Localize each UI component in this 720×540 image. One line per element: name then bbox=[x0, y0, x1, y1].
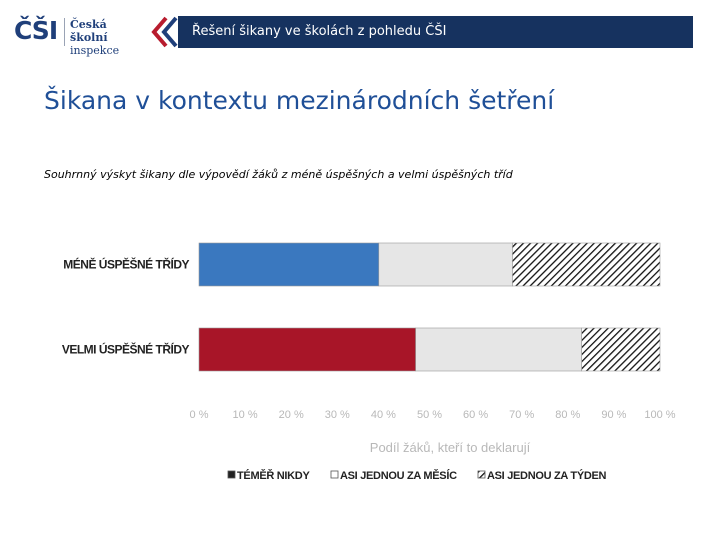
legend-label: ASI JEDNOU ZA MĚSÍC bbox=[340, 469, 457, 482]
category-labels: MÉNĚ ÚSPĚŠNÉ TŘÍDY VELMI ÚSPĚŠNÉ TŘÍDY bbox=[62, 257, 190, 357]
x-tick-label: 80 % bbox=[555, 409, 580, 421]
csi-logo: ČŠI bbox=[14, 16, 58, 45]
organization-name-line2: inspekce bbox=[70, 44, 120, 57]
x-axis-label: Podíl žáků, kteří to deklarují bbox=[370, 440, 531, 455]
header-title-bar: Řešení šikany ve školách z pohledu ČŠI bbox=[178, 16, 693, 48]
category-label: MÉNĚ ÚSPĚŠNÉ TŘÍDY bbox=[63, 257, 189, 272]
organization-name-line1: Česká školní bbox=[70, 18, 108, 44]
bar-2-segment-3 bbox=[581, 327, 661, 372]
double-chevron-left-icon bbox=[151, 16, 178, 48]
x-tick-label: 90 % bbox=[601, 409, 626, 421]
legend-swatch-1 bbox=[227, 470, 236, 479]
x-tick-label: 30 % bbox=[325, 409, 350, 421]
bar-1-segment-1 bbox=[198, 242, 380, 287]
x-axis-ticks: 0 % 10 % 20 % 30 % 40 % 50 % 60 % 70 % 80 % 90 % 1… bbox=[190, 409, 676, 421]
x-tick-label: 0 % bbox=[190, 409, 209, 421]
legend-swatch-2 bbox=[330, 470, 339, 479]
x-tick-label: 20 % bbox=[279, 409, 304, 421]
chart-legend: TÉMĚŘ NIKDY ASI JEDNOU ZA MĚSÍC ASI JEDNOU… bbox=[227, 469, 607, 482]
x-tick-label: 50 % bbox=[417, 409, 442, 421]
legend-swatch-3 bbox=[477, 470, 486, 479]
x-tick-label: 100 % bbox=[644, 409, 675, 421]
stacked-bar-chart: MÉNĚ ÚSPĚŠNÉ TŘÍDY VELMI ÚSPĚŠNÉ TŘÍDY 0 … bbox=[62, 242, 676, 482]
x-tick-label: 60 % bbox=[463, 409, 488, 421]
slide-header: ČŠI Česká školní inspekce Řešení šikany … bbox=[0, 0, 720, 60]
x-tick-label: 10 % bbox=[233, 409, 258, 421]
bars-group bbox=[198, 242, 661, 372]
category-label: VELMI ÚSPĚŠNÉ TŘÍDY bbox=[62, 342, 190, 357]
organization-name: Česká školní inspekce bbox=[70, 18, 140, 57]
bar-2-segment-2 bbox=[415, 327, 582, 372]
bar-1-segment-2 bbox=[378, 242, 513, 287]
legend-label: TÉMĚŘ NIKDY bbox=[237, 469, 310, 482]
chart-subtitle: Souhrnný výskyt šikany dle výpovědí žáků… bbox=[44, 168, 513, 181]
slide-title: Šikana v kontextu mezinárodních šetření bbox=[44, 86, 555, 115]
legend-item: TÉMĚŘ NIKDY bbox=[227, 469, 311, 482]
bar-1-segment-3 bbox=[512, 242, 661, 287]
legend-item: ASI JEDNOU ZA TÝDEN bbox=[477, 469, 607, 482]
legend-item: ASI JEDNOU ZA MĚSÍC bbox=[330, 469, 457, 482]
x-tick-label: 70 % bbox=[509, 409, 534, 421]
legend-label: ASI JEDNOU ZA TÝDEN bbox=[487, 469, 607, 482]
x-tick-label: 40 % bbox=[371, 409, 396, 421]
bar-2-segment-1 bbox=[198, 327, 416, 372]
logo-divider bbox=[64, 18, 65, 46]
